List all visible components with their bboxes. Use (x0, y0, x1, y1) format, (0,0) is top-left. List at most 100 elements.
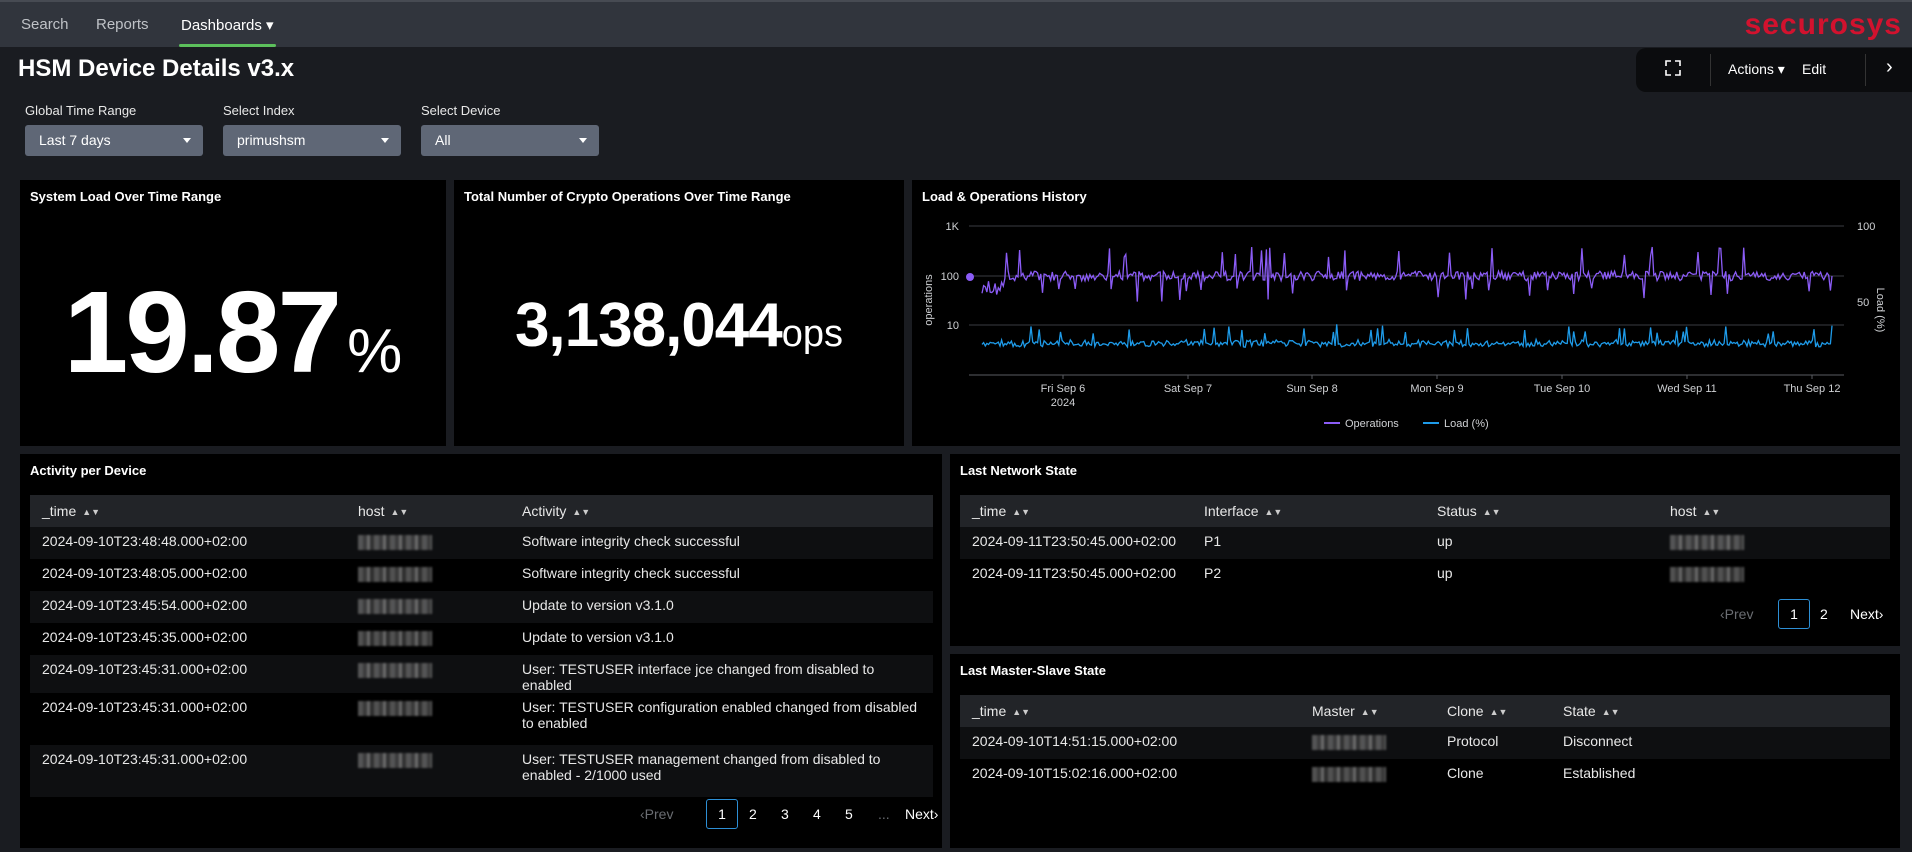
cell-activity: User: TESTUSER management changed from d… (510, 745, 933, 797)
cell-time: 2024-09-10T23:45:31.000+02:00 (30, 745, 346, 797)
cell-activity: Software integrity check successful (510, 527, 933, 559)
cell-status: up (1425, 527, 1658, 559)
page-title: HSM Device Details v3.x (18, 55, 295, 82)
index-dropdown[interactable]: primushsm (223, 125, 401, 156)
table-row[interactable]: 2024-09-10T23:45:31.000+02:00 User: TESTU… (30, 655, 933, 693)
panel-title: Load & Operations History (922, 189, 1087, 204)
x-tick-label: Wed Sep 11 (1657, 383, 1717, 395)
redacted-host-value (358, 662, 432, 678)
cell-activity: User: TESTUSER interface jce changed fro… (510, 655, 933, 693)
page-1[interactable]: 1 (1778, 599, 1810, 629)
page-3[interactable]: 3 (781, 806, 789, 822)
x-tick-label: Thu Sep 12 (1784, 383, 1841, 395)
brand-logo: securosys (1744, 8, 1902, 41)
cell-activity: Software integrity check successful (510, 559, 933, 591)
prev-page[interactable]: ‹Prev (640, 806, 674, 822)
column-header-time[interactable]: _time ▲▼ (30, 495, 346, 527)
y-tick-label: 10 (947, 320, 959, 332)
pager-ellipsis: ... (878, 806, 890, 822)
x-tick-label: Fri Sep 6 (1041, 383, 1086, 395)
cell-time: 2024-09-10T23:48:05.000+02:00 (30, 559, 346, 591)
y2-axis-label: Load (%) (1874, 288, 1886, 333)
column-header-interface[interactable]: Interface ▲▼ (1192, 495, 1425, 527)
redacted-host (346, 591, 510, 623)
series-line-load (981, 324, 1833, 350)
cell-state: Established (1551, 759, 1890, 791)
actions-button[interactable]: Actions ▾ (1728, 61, 1785, 77)
page-2[interactable]: 2 (749, 806, 757, 822)
caret-down-icon (381, 138, 389, 143)
y2-tick-label: 50 (1857, 297, 1869, 309)
y-axis-label: operations (923, 274, 935, 326)
y-tick-label: 100 (941, 271, 959, 283)
cell-activity: Update to version v3.1.0 (510, 623, 933, 655)
edit-button[interactable]: Edit (1802, 61, 1827, 77)
network-table: _time ▲▼ Interface ▲▼ Status ▲▼ host ▲▼ 2024… (960, 495, 1890, 591)
page-2[interactable]: 2 (1820, 606, 1828, 622)
redacted-host-value (1670, 566, 1744, 582)
redacted-host (1658, 527, 1890, 559)
master-slave-table: _time ▲▼ Master ▲▼ Clone ▲▼ State ▲▼ 2024-09… (960, 695, 1890, 791)
activity-panel: Activity per Device _time ▲▼ host ▲▼ Activ… (20, 454, 942, 848)
cell-activity: User: TESTUSER configuration enabled cha… (510, 693, 933, 745)
redacted-host-value (1312, 766, 1386, 782)
table-row[interactable]: 2024-09-10T14:51:15.000+02:00 Protocol Dis… (960, 727, 1890, 759)
network-pager: ‹Prev 1 2 Next› (1720, 599, 1890, 629)
cell-iface: P1 (1192, 527, 1425, 559)
next-page[interactable]: Next› (905, 806, 939, 822)
panel-title: Activity per Device (30, 463, 147, 478)
column-header-time[interactable]: _time ▲▼ (960, 695, 1300, 727)
nav-dashboards[interactable]: Dashboards ▾ (179, 17, 276, 47)
table-row[interactable]: 2024-09-10T15:02:16.000+02:00 Clone Establ… (960, 759, 1890, 791)
redacted-host (1300, 727, 1435, 759)
column-header-activity[interactable]: Activity ▲▼ (510, 495, 933, 527)
crypto-ops-panel: Total Number of Crypto Operations Over T… (454, 180, 904, 446)
table-row[interactable]: 2024-09-10T23:45:54.000+02:00 Update to v… (30, 591, 933, 623)
network-panel: Last Network State _time ▲▼ Interface ▲▼ S… (950, 454, 1900, 646)
redacted-host-value (358, 752, 432, 768)
next-page[interactable]: Next› (1850, 606, 1884, 622)
table-row[interactable]: 2024-09-10T23:45:35.000+02:00 Update to v… (30, 623, 933, 655)
cell-clone: Clone (1435, 759, 1551, 791)
time-range-dropdown[interactable]: Last 7 days (25, 125, 203, 156)
activity-table: _time ▲▼ host ▲▼ Activity ▲▼ 2024-09-10T23:… (30, 495, 933, 797)
nav-reports[interactable]: Reports (96, 16, 149, 33)
table-row[interactable]: 2024-09-10T23:48:48.000+02:00 Software in… (30, 527, 933, 559)
nav-search[interactable]: Search (21, 16, 69, 33)
table-row[interactable]: 2024-09-10T23:48:05.000+02:00 Software in… (30, 559, 933, 591)
x-tick-label: Tue Sep 10 (1534, 383, 1590, 395)
redacted-host (346, 559, 510, 591)
expand-icon[interactable] (1664, 59, 1682, 80)
column-header-master[interactable]: Master ▲▼ (1300, 695, 1435, 727)
table-row[interactable]: 2024-09-10T23:45:31.000+02:00 User: TESTU… (30, 693, 933, 745)
redacted-host-value (358, 566, 432, 582)
series-line-operations (981, 246, 1833, 302)
cell-time: 2024-09-10T23:45:31.000+02:00 (30, 693, 346, 745)
page-5[interactable]: 5 (845, 806, 853, 822)
y2-tick-label: 100 (1857, 221, 1875, 233)
table-row[interactable]: 2024-09-11T23:50:45.000+02:00 P2 up (960, 559, 1890, 591)
column-header-clone[interactable]: Clone ▲▼ (1435, 695, 1551, 727)
cell-time: 2024-09-10T23:45:35.000+02:00 (30, 623, 346, 655)
cell-time: 2024-09-10T15:02:16.000+02:00 (960, 759, 1300, 791)
page-1[interactable]: 1 (706, 799, 738, 829)
column-header-host[interactable]: host ▲▼ (1658, 495, 1890, 527)
device-dropdown[interactable]: All (421, 125, 599, 156)
column-header-host[interactable]: host ▲▼ (346, 495, 510, 527)
y-tick-label: 1K (946, 221, 960, 233)
x-tick-label: Sun Sep 8 (1286, 383, 1337, 395)
table-row[interactable]: 2024-09-10T23:45:31.000+02:00 User: TESTU… (30, 745, 933, 797)
system-load-panel: System Load Over Time Range 19.87% (20, 180, 446, 446)
column-header-status[interactable]: Status ▲▼ (1425, 495, 1658, 527)
crypto-ops-value: 3,138,044ops (514, 291, 844, 360)
cell-time: 2024-09-10T14:51:15.000+02:00 (960, 727, 1300, 759)
redacted-host-value (1670, 534, 1744, 550)
chevron-right-icon[interactable]: › (1886, 56, 1893, 78)
master-slave-panel: Last Master-Slave State _time ▲▼ Master ▲▼… (950, 654, 1900, 848)
page-4[interactable]: 4 (813, 806, 821, 822)
prev-page[interactable]: ‹Prev (1720, 606, 1754, 622)
column-header-time[interactable]: _time ▲▼ (960, 495, 1192, 527)
table-row[interactable]: 2024-09-11T23:50:45.000+02:00 P1 up (960, 527, 1890, 559)
column-header-state[interactable]: State ▲▼ (1551, 695, 1890, 727)
x-tick-label: Sat Sep 7 (1164, 383, 1212, 395)
